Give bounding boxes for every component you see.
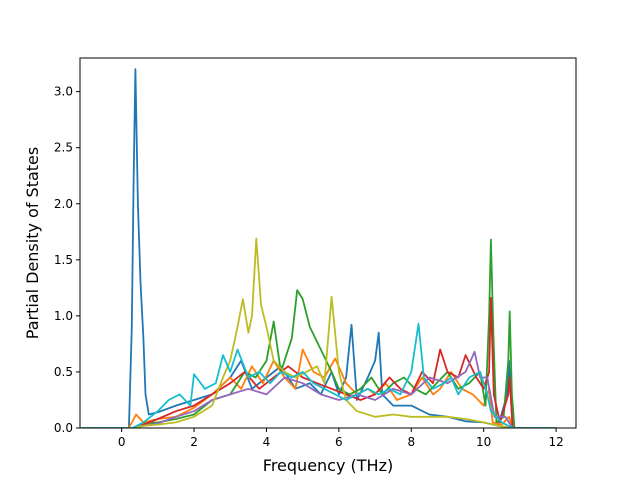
series-line-1 [81,348,557,428]
y-tick-label: 3.0 [54,85,73,99]
y-tick-label: 2.0 [54,197,73,211]
y-tick-label: 0.5 [54,365,73,379]
x-tick-label: 6 [335,435,343,449]
series-line-6 [81,322,557,428]
series-line-3 [81,296,557,428]
series-line-5 [81,237,557,428]
y-tick-label: 1.5 [54,253,73,267]
series-layer [81,68,557,428]
x-tick-label: 10 [476,435,491,449]
y-tick-label: 0.0 [54,421,73,435]
x-tick-label: 12 [548,435,563,449]
y-tick-label: 2.5 [54,141,73,155]
series-line-2 [81,238,557,428]
y-tick-label: 1.0 [54,309,73,323]
x-tick-label: 0 [118,435,126,449]
x-tick-label: 8 [407,435,415,449]
y-axis-ticks: 0.0 0.5 1.0 1.5 2.0 2.5 3.0 [54,85,80,435]
series-line-4 [81,350,557,428]
x-axis-ticks: 0 2 4 6 8 10 12 [118,428,564,449]
plot-frame [79,57,577,429]
y-axis-title: Partial Density of States [23,147,42,339]
x-axis-title: Frequency (THz) [263,456,393,475]
x-tick-label: 4 [263,435,271,449]
x-tick-label: 2 [190,435,198,449]
